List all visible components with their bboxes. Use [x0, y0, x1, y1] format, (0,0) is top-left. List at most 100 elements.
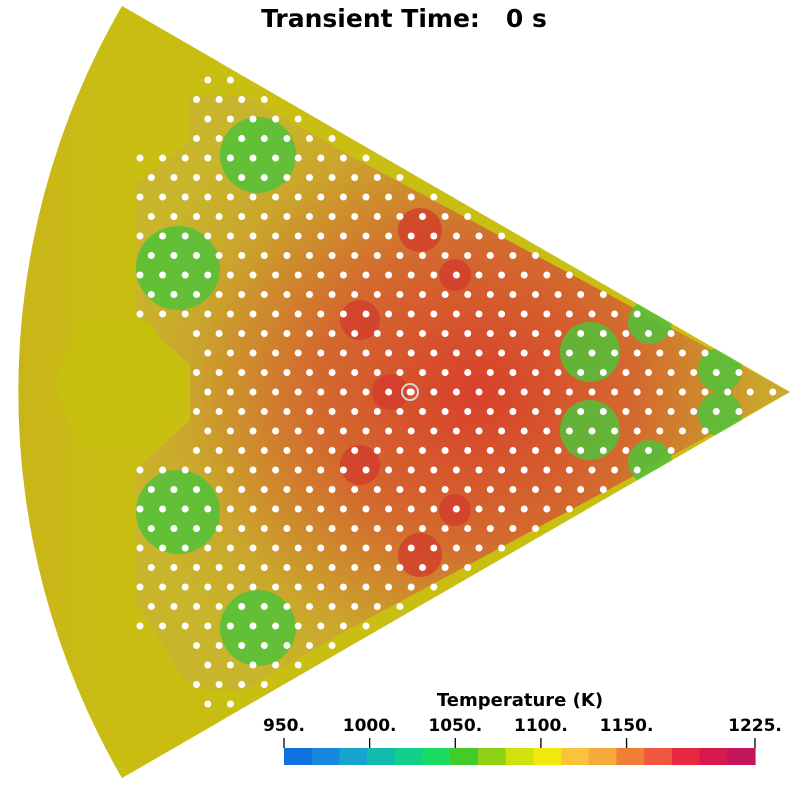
- coolant-pin: [147, 564, 155, 571]
- coolant-pin: [339, 232, 347, 240]
- coolant-pin: [339, 583, 347, 591]
- coolant-pin: [385, 505, 393, 513]
- coolant-pin: [362, 349, 370, 357]
- coolant-pin: [430, 427, 438, 435]
- coolant-pin: [532, 252, 539, 259]
- coolant-pin: [181, 622, 189, 630]
- coolant-pin: [633, 466, 641, 474]
- coolant-pin: [226, 661, 234, 669]
- coolant-pin: [294, 505, 302, 513]
- coolant-pin: [181, 583, 189, 591]
- colorbar-tick-label: 1000.: [342, 716, 397, 736]
- coolant-pin: [215, 603, 223, 610]
- coolant-pin: [633, 388, 641, 396]
- coolant-pin: [419, 291, 426, 298]
- coolant-pin: [159, 271, 167, 279]
- coolant-pin: [136, 193, 144, 201]
- coolant-pin: [339, 427, 347, 435]
- coolant-pin: [667, 330, 675, 337]
- coolant-pin: [441, 330, 449, 337]
- coolant-pin: [769, 388, 777, 396]
- coolant-pin: [599, 408, 607, 415]
- colorbar-swatch: [394, 748, 424, 765]
- coolant-pin: [339, 388, 347, 396]
- coolant-pin: [147, 252, 155, 259]
- coolant-pin: [452, 388, 460, 396]
- coolant-pin: [159, 193, 167, 201]
- coolant-pin: [498, 232, 506, 240]
- coolant-pin: [215, 564, 223, 571]
- coolant-pin: [396, 408, 404, 415]
- colorbar-swatch: [671, 748, 701, 765]
- coolant-pin: [215, 681, 223, 688]
- coolant-pin: [283, 525, 291, 532]
- coolant-pin: [486, 252, 494, 259]
- coolant-pin: [396, 564, 404, 571]
- colorbar-tick-label: 1225.: [728, 716, 782, 736]
- coolant-pin: [452, 466, 460, 474]
- colorbar-swatch: [450, 748, 479, 765]
- coolant-pin: [294, 310, 302, 318]
- coolant-pin: [351, 603, 359, 610]
- coolant-pin: [385, 583, 393, 591]
- coolant-pin: [441, 291, 449, 298]
- coolant-pin: [373, 330, 381, 337]
- coolant-pin: [294, 232, 302, 240]
- coolant-pin: [464, 213, 472, 220]
- coolant-pin: [407, 427, 415, 435]
- coolant-pin: [486, 291, 494, 298]
- coolant-pin: [486, 447, 494, 454]
- cool-zone: [628, 440, 672, 484]
- coolant-pin: [226, 427, 234, 435]
- coolant-pin: [678, 427, 686, 435]
- coolant-pin: [181, 232, 189, 240]
- coolant-pin: [170, 525, 178, 532]
- coolant-pin: [430, 466, 438, 474]
- coolant-pin: [249, 310, 257, 318]
- coolant-pin: [294, 349, 302, 357]
- coolant-pin: [599, 330, 607, 337]
- coolant-pin: [249, 583, 257, 591]
- coolant-pin: [645, 330, 652, 337]
- coolant-pin: [170, 564, 178, 571]
- coolant-pin: [690, 369, 698, 376]
- coolant-pin: [339, 271, 347, 279]
- coolant-pin: [464, 447, 472, 454]
- coolant-pin: [136, 271, 144, 279]
- coolant-pin: [260, 213, 268, 220]
- coolant-pin: [215, 447, 223, 454]
- coolant-pin: [283, 291, 291, 298]
- coolant-pin: [441, 369, 449, 376]
- coolant-pin: [701, 349, 709, 357]
- coolant-pin: [170, 603, 178, 610]
- coolant-pin: [204, 349, 212, 357]
- colorbar-swatch: [699, 748, 728, 765]
- coolant-pin: [532, 291, 539, 298]
- coolant-pin: [226, 349, 234, 357]
- coolant-pin: [238, 486, 246, 493]
- coolant-pin: [339, 544, 347, 552]
- coolant-pin: [667, 369, 675, 376]
- coolant-pin: [396, 291, 404, 298]
- coolant-pin: [204, 661, 212, 669]
- coolant-pin: [159, 622, 167, 630]
- coolant-pin: [204, 154, 212, 162]
- coolant-pin: [193, 252, 200, 259]
- coolant-pin: [475, 427, 483, 435]
- coolant-pin: [611, 349, 619, 357]
- coolant-pin: [351, 525, 359, 532]
- central-reflector-block: [55, 322, 185, 448]
- coolant-pin: [306, 525, 313, 532]
- coolant-pin: [226, 115, 234, 123]
- coolant-pin: [373, 252, 381, 259]
- coolant-pin: [441, 447, 449, 454]
- coolant-pin: [351, 330, 359, 337]
- coolant-pin: [351, 408, 359, 415]
- coolant-pin: [701, 388, 709, 396]
- coolant-pin: [328, 252, 336, 259]
- coolant-pin: [215, 135, 223, 142]
- coolant-pin: [385, 310, 393, 318]
- coolant-pin: [306, 291, 313, 298]
- probe-marker[interactable]: [401, 383, 419, 401]
